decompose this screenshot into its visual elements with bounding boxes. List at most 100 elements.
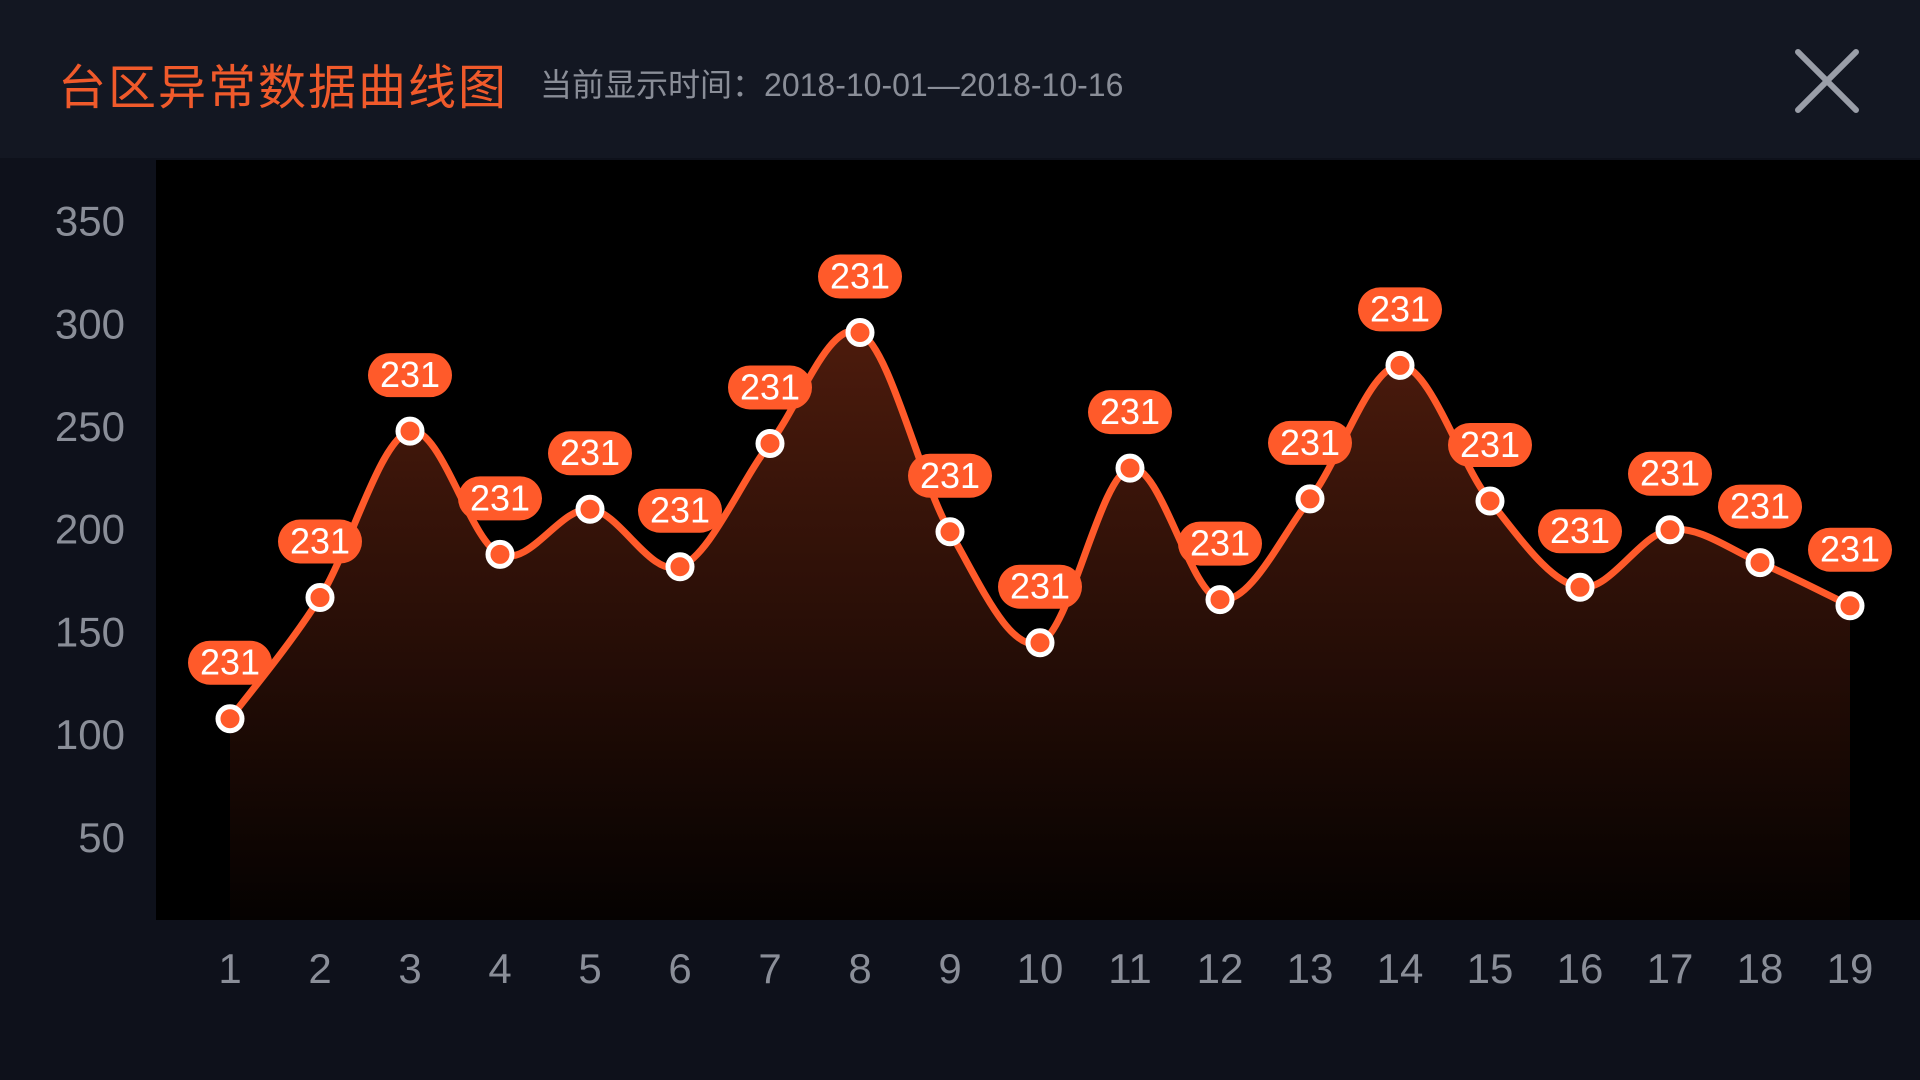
data-label-pill: [1268, 420, 1352, 465]
data-point: [755, 428, 785, 458]
data-label-text: 231: [1010, 566, 1070, 607]
data-label: 231: [638, 488, 722, 533]
data-label-pill: [998, 564, 1082, 609]
y-axis: 50 100 150 200 250 300 350: [55, 198, 125, 861]
close-button[interactable]: [1792, 46, 1862, 116]
y-tick-label: 350: [55, 198, 125, 245]
x-tick-label: 4: [488, 945, 511, 992]
data-label-pill: [548, 431, 632, 476]
data-label: 231: [278, 519, 362, 564]
data-point: [1565, 572, 1595, 602]
y-tick-label: 250: [55, 403, 125, 450]
header-bar: 台区异常数据曲线图 当前显示时间：2018-10-01—2018-10-16: [0, 0, 1920, 158]
data-label-pill: [1808, 527, 1892, 572]
data-label-pill: [1628, 451, 1712, 496]
y-tick-label: 300: [55, 300, 125, 347]
data-label: 231: [1448, 422, 1532, 467]
x-tick-label: 2: [308, 945, 331, 992]
data-label: 231: [818, 254, 902, 299]
data-label: 231: [458, 476, 542, 521]
data-point: [845, 318, 875, 348]
data-point: [1295, 484, 1325, 514]
x-tick-label: 11: [1108, 945, 1152, 992]
data-label-pill: [458, 476, 542, 521]
data-label-text: 231: [560, 432, 620, 473]
x-tick-label: 14: [1377, 945, 1424, 992]
data-label-pill: [1538, 509, 1622, 554]
date-range-label: 当前显示时间：: [540, 67, 765, 103]
data-point: [935, 517, 965, 547]
data-point: [1835, 591, 1865, 621]
data-label: 231: [1808, 527, 1892, 572]
data-label-text: 231: [1280, 422, 1340, 463]
x-tick-label: 19: [1827, 945, 1874, 992]
data-label: 231: [998, 564, 1082, 609]
data-label-text: 231: [650, 490, 710, 531]
data-point: [1385, 350, 1415, 380]
data-label-text: 231: [1460, 424, 1520, 465]
data-point: [1655, 515, 1685, 545]
data-label-text: 231: [1730, 486, 1790, 527]
data-point: [1745, 548, 1775, 578]
data-label: 231: [368, 353, 452, 398]
data-point: [1475, 486, 1505, 516]
data-label: 231: [1178, 521, 1262, 566]
x-tick-label: 17: [1647, 945, 1694, 992]
y-tick-label: 50: [78, 814, 125, 861]
data-point: [1025, 628, 1055, 658]
data-label: 231: [908, 453, 992, 498]
data-label-text: 231: [200, 642, 260, 683]
data-label-pill: [1178, 521, 1262, 566]
x-tick-label: 9: [938, 945, 961, 992]
y-tick-label: 200: [55, 506, 125, 553]
data-label-pill: [1358, 287, 1442, 332]
x-tick-label: 13: [1287, 945, 1334, 992]
data-label-text: 231: [830, 256, 890, 297]
data-label-pill: [188, 640, 272, 685]
data-label-pill: [278, 519, 362, 564]
page-title: 台区异常数据曲线图: [58, 62, 509, 115]
data-label-pill: [1448, 422, 1532, 467]
data-label-text: 231: [740, 366, 800, 407]
data-label-pill: [368, 353, 452, 398]
x-tick-label: 3: [398, 945, 421, 992]
x-tick-label: 6: [668, 945, 691, 992]
data-point: [1205, 585, 1235, 615]
close-icon: [1795, 49, 1859, 113]
data-point: [215, 704, 245, 734]
data-label-pill: [1088, 390, 1172, 435]
data-label: 231: [1628, 451, 1712, 496]
data-label-text: 231: [920, 455, 980, 496]
data-point: [575, 494, 605, 524]
x-tick-label: 16: [1557, 945, 1604, 992]
data-point: [395, 416, 425, 446]
data-labels: 231 231 231 231 231 231 231 231 231 231 231 231 231 2…: [188, 254, 1892, 685]
x-tick-label: 1: [218, 945, 241, 992]
data-label-text: 231: [1100, 391, 1160, 432]
y-tick-label: 150: [55, 608, 125, 655]
x-tick-label: 7: [758, 945, 781, 992]
data-label-text: 231: [1820, 529, 1880, 570]
data-label: 231: [188, 640, 272, 685]
data-label-text: 231: [290, 521, 350, 562]
data-label: 231: [728, 365, 812, 410]
data-label-text: 231: [380, 354, 440, 395]
x-tick-label: 18: [1737, 945, 1784, 992]
data-label: 231: [1358, 287, 1442, 332]
data-point: [665, 552, 695, 582]
y-tick-label: 100: [55, 711, 125, 758]
x-axis: 1 2 3 4 5 6 7 8 9 10 11 12 13 14 15 16 17 18 19: [218, 945, 1873, 992]
data-label-pill: [818, 254, 902, 299]
data-label-text: 231: [1550, 510, 1610, 551]
x-tick-label: 12: [1197, 945, 1244, 992]
date-range-value: 2018-10-01—2018-10-16: [764, 67, 1124, 103]
data-label: 231: [1718, 484, 1802, 529]
series-area: [230, 330, 1850, 920]
data-label-pill: [638, 488, 722, 533]
x-tick-label: 10: [1017, 945, 1064, 992]
data-label-pill: [908, 453, 992, 498]
data-label: 231: [1268, 420, 1352, 465]
data-label-text: 231: [1640, 453, 1700, 494]
data-label-pill: [1718, 484, 1802, 529]
